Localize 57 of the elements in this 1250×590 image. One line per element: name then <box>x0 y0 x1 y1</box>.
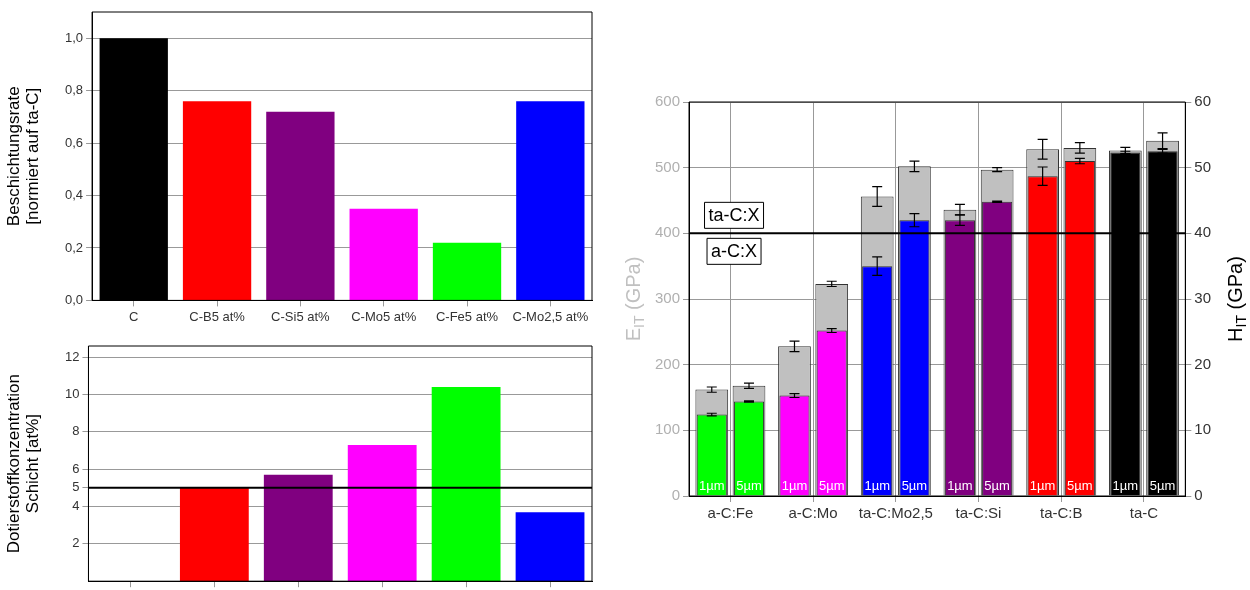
y-tick-label: 600 <box>655 92 681 110</box>
y-tick-label: 1,0 <box>64 29 84 45</box>
x-tick-label: C-Mo2,5 at% <box>512 308 589 324</box>
x-tick-label: C-B5 at% <box>189 308 246 324</box>
x-tick-label: C-Si5 at% <box>271 308 331 324</box>
y-tick-label: 2 <box>72 535 80 551</box>
x-tick-label: ta-C:B <box>1039 504 1083 522</box>
series-label: 5µm <box>736 477 762 493</box>
y2-tick-label: 0 <box>1194 486 1203 504</box>
x-tick-label: a-C:Mo <box>788 504 838 522</box>
text: 5µm <box>1067 477 1093 493</box>
series-label: 1µm <box>698 477 725 493</box>
y-tick-label: 6 <box>72 460 80 476</box>
y2-tick-label: 30 <box>1194 289 1211 307</box>
text: 5µm <box>818 477 845 493</box>
x-tick-label: C-Mo5 at% <box>351 308 417 324</box>
y-tick-label: 5 <box>72 479 80 495</box>
text: 1µm <box>1112 477 1139 493</box>
y-tick-label: 500 <box>655 157 681 175</box>
y-tick-label: 0,6 <box>64 134 84 150</box>
x-tick-label: ta-C <box>1129 504 1159 522</box>
y-tick-label: 0,2 <box>64 239 84 255</box>
y-tick-label: 8 <box>72 423 80 439</box>
x-tick-label: a-C:Fe <box>707 504 754 522</box>
y-tick-label: 12 <box>64 348 80 364</box>
text: 1µm <box>781 477 808 493</box>
y-axis-title: EIT (GPa) <box>621 256 647 342</box>
y-tick-label: 4 <box>72 498 80 514</box>
y2-tick-label: 20 <box>1194 354 1211 372</box>
y2-tick-label: 60 <box>1194 92 1211 110</box>
y-tick-label: 0 <box>671 486 681 504</box>
y2-tick-label: 10 <box>1194 420 1211 438</box>
y-tick-label: 0,4 <box>64 187 84 203</box>
y2-tick-label: 50 <box>1194 157 1211 175</box>
x-tick-label: ta-C:Mo2,5 <box>858 504 933 522</box>
text: 5µm <box>1149 477 1176 493</box>
text: 1µm <box>1029 477 1056 493</box>
y-tick-label: 0,8 <box>64 82 84 98</box>
text: 5µm <box>901 477 928 493</box>
annotation: a-C:X <box>711 241 758 262</box>
annotation: ta-C:X <box>708 205 760 226</box>
x-tick-label: C <box>129 308 139 324</box>
text: 5µm <box>984 477 1010 493</box>
y2-axis-title: HIT (GPa) <box>1223 256 1249 342</box>
y-tick-label: 400 <box>655 223 681 241</box>
y-tick-label: 10 <box>64 386 80 402</box>
y-tick-label: 0,0 <box>64 291 84 307</box>
x-tick-label: ta-C:Si <box>955 504 1002 522</box>
text: 1µm <box>864 477 890 493</box>
y-tick-label: 200 <box>655 354 681 372</box>
y-tick-label: 100 <box>655 420 681 438</box>
y-tick-label: 300 <box>655 289 681 307</box>
text: 1µm <box>947 477 973 493</box>
y-axis-title: Beschichtungsrate [normiert auf ta-C] <box>3 86 42 227</box>
x-tick-label: C-Fe5 at% <box>435 308 499 324</box>
y-axis-title: Dotierstoffkonzentration Schicht [at%] <box>3 373 42 554</box>
y2-tick-label: 40 <box>1194 223 1211 241</box>
